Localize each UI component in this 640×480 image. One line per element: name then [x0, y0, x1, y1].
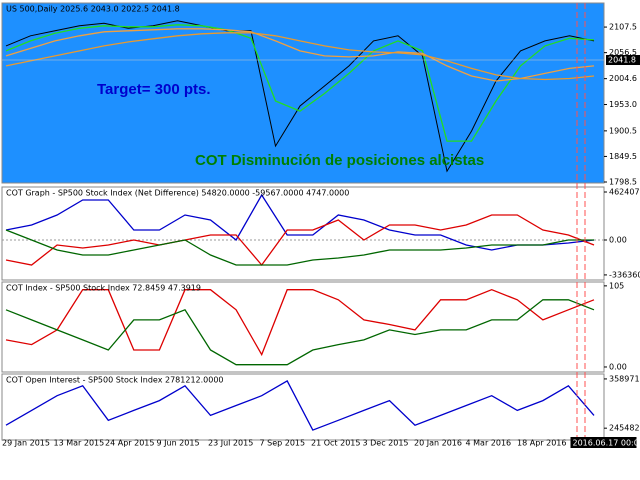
x-tick-label: 3 Dec 2015 [363, 439, 409, 448]
series-line [5, 289, 595, 357]
y-tick-label: 1849.5 [609, 152, 637, 161]
y-tick-label: 2004.6 [609, 74, 637, 83]
x-tick-label: 4 Mar 2016 [466, 439, 512, 448]
last-price-label: 2041.8 [608, 56, 636, 65]
panel-title: COT Open Interest - SP500 Stock Index 27… [6, 376, 224, 385]
panel [1, 281, 605, 373]
series-line [5, 229, 594, 266]
y-tick-label: 1953.0 [609, 100, 637, 109]
x-tick-label: 18 Apr 2016 [517, 439, 566, 448]
panel [1, 186, 605, 281]
x-tick-label: 20 Jan 2016 [414, 439, 462, 448]
x-tick-label: 23 Jul 2015 [208, 439, 253, 448]
y-tick-label: 0.00 [609, 362, 627, 371]
y-tick-label: 0.00 [609, 236, 627, 245]
y-tick-label: 1900.5 [609, 126, 637, 135]
x-tick-label: 7 Sep 2015 [260, 439, 306, 448]
time-highlight [570, 437, 637, 448]
panel-title: COT Index - SP500 Stock Index 72.8459 47… [6, 284, 201, 293]
y-tick-label: 105 [609, 281, 624, 290]
y-tick-label: -336360. [609, 270, 640, 279]
panel-title: COT Graph - SP500 Stock Index (Net Diffe… [6, 189, 349, 198]
y-tick-label: 2107.5 [609, 23, 637, 32]
y-tick-label: 2454828 [609, 424, 640, 433]
y-tick-label: 1798.5 [609, 177, 637, 186]
x-tick-label: 9 Jun 2015 [157, 439, 200, 448]
y-tick-label: 462407.0 [609, 187, 640, 196]
series-line [5, 193, 595, 251]
series-line [5, 379, 595, 431]
annotation: Target= 300 pts. [97, 81, 211, 98]
annotation: COT Disminución de posiciones alcistas [195, 152, 484, 169]
series-line [5, 28, 595, 82]
panel [1, 2, 605, 184]
series-line [5, 32, 595, 81]
x-tick-label: 13 Mar 2015 [54, 439, 105, 448]
panel [1, 373, 605, 441]
y-tick-label: 2056.5 [609, 48, 637, 57]
series-line [5, 299, 595, 366]
series-line [5, 24, 595, 142]
panel-title: US 500,Daily 2025.6 2043.0 2022.5 2041.8 [6, 5, 180, 14]
series-line [5, 214, 595, 267]
x-tick-label: 21 Oct 2015 [311, 439, 360, 448]
x-tick-label: 2016.06.17 00:00 [573, 439, 640, 448]
y-tick-label: 3589716 [609, 374, 640, 383]
x-tick-label: 29 Jan 2015 [2, 439, 50, 448]
last-price-box [606, 55, 640, 66]
x-tick-label: 24 Apr 2015 [105, 439, 154, 448]
